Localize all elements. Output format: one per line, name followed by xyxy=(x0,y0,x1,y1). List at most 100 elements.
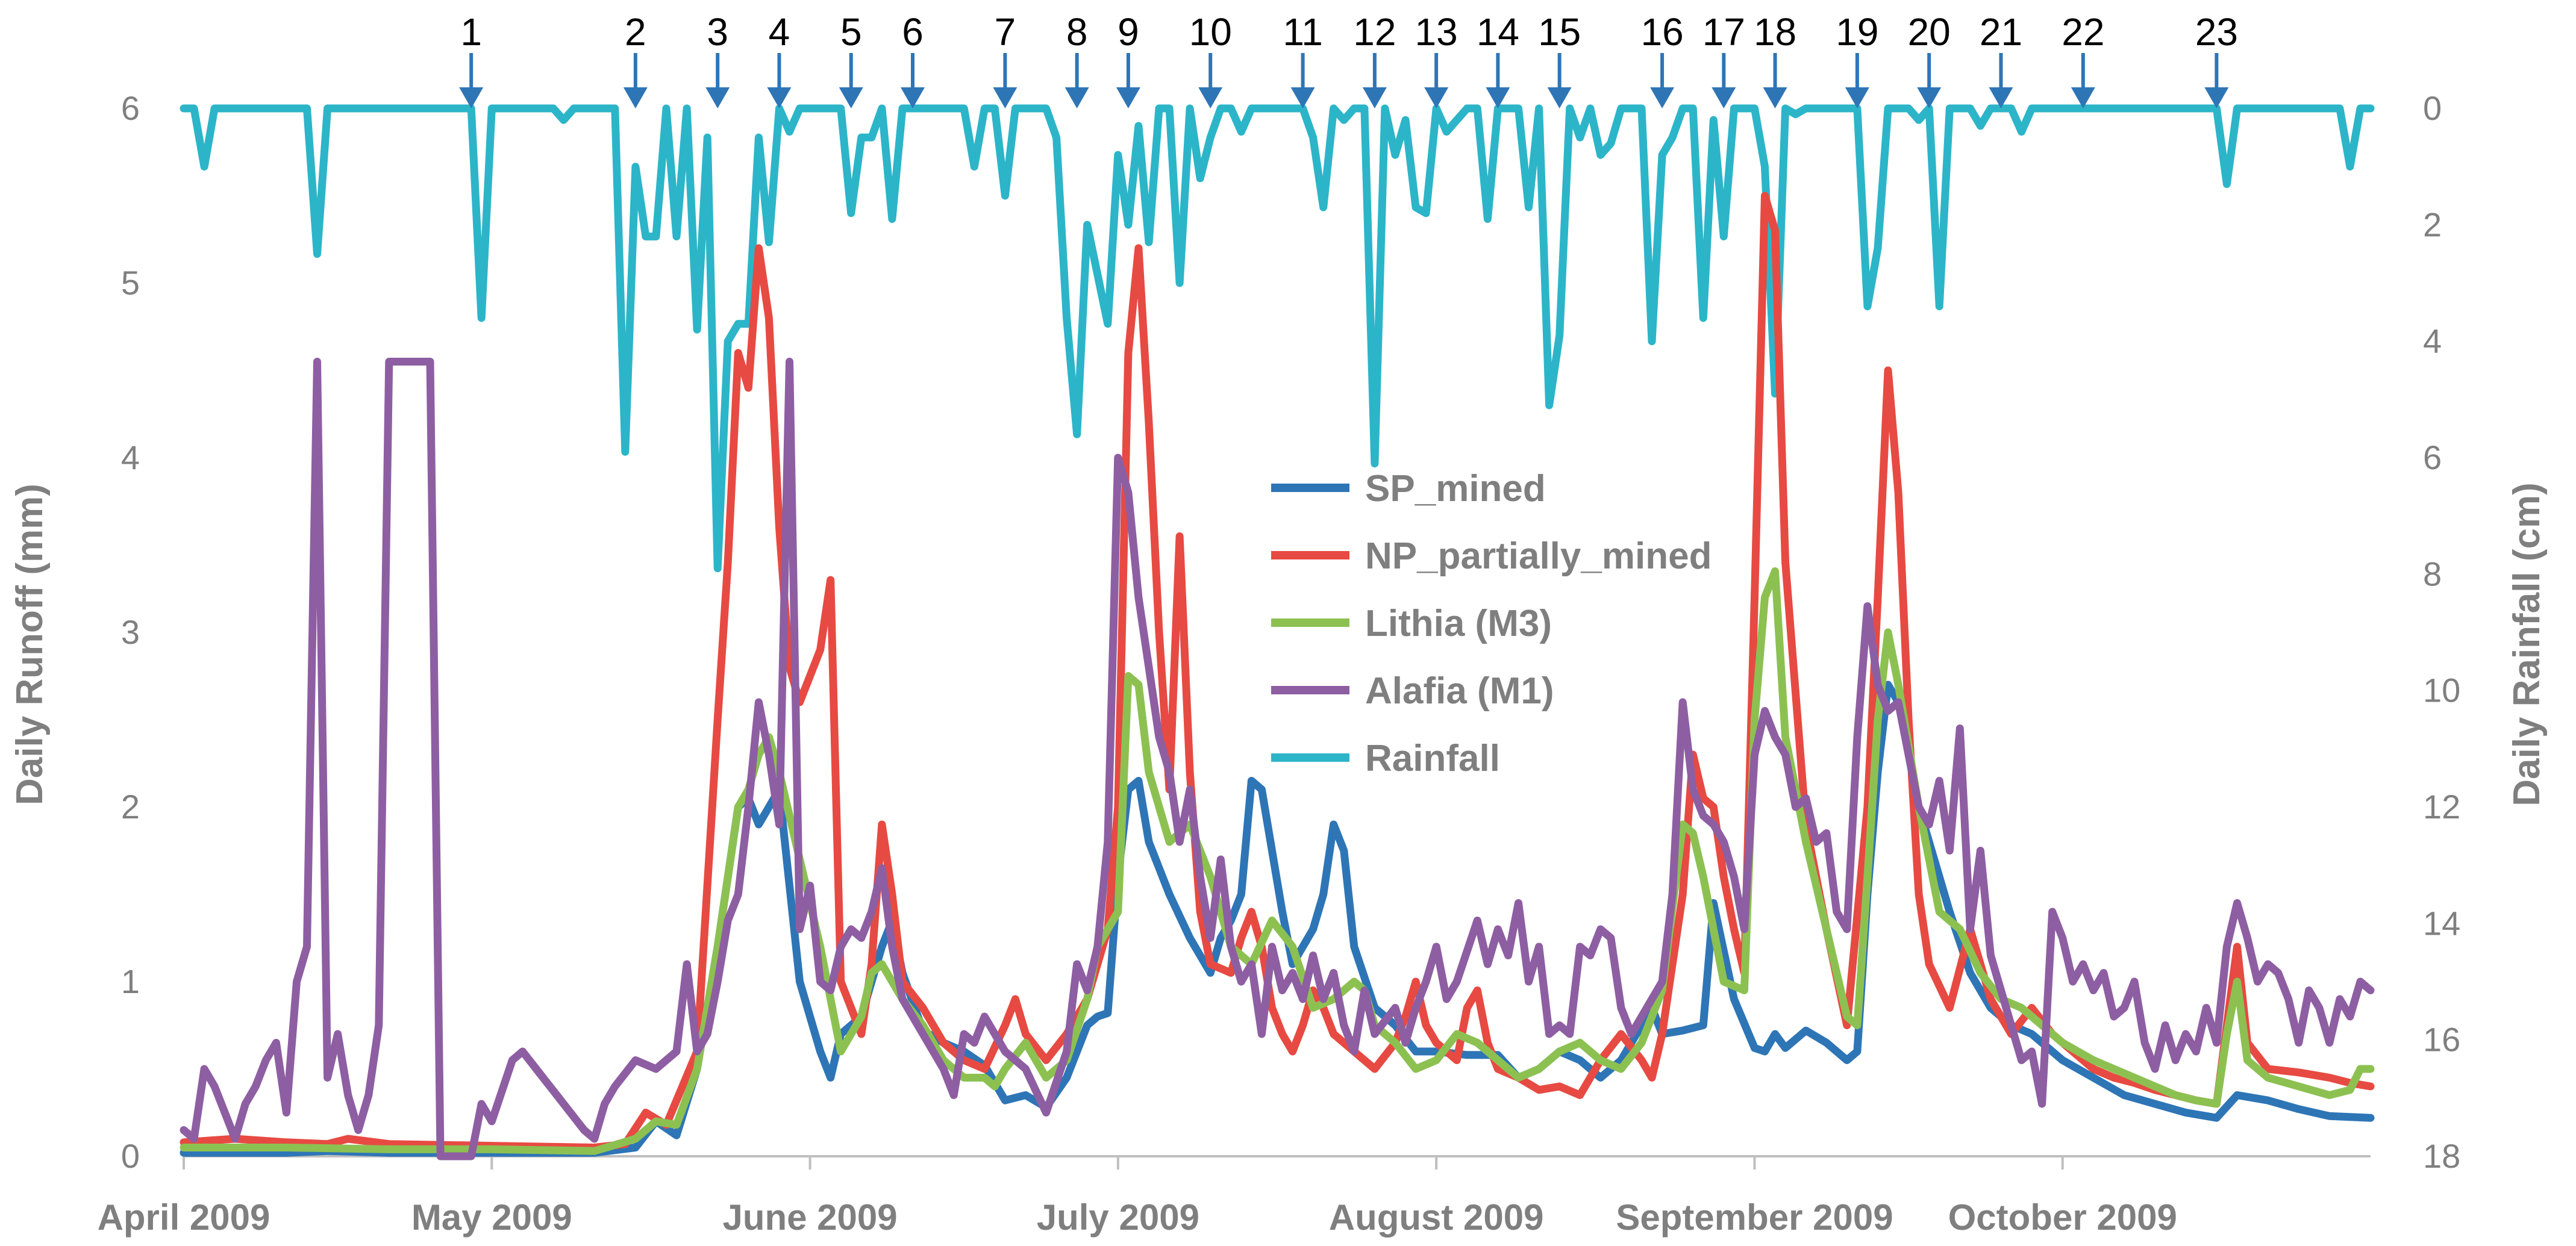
event-marker-arrowhead-17 xyxy=(1712,87,1736,108)
x-tick-label-october-2009: October 2009 xyxy=(1948,1197,2177,1238)
x-axis-ticks: April 2009 May 2009 June 2009 July 2009 Augu… xyxy=(98,1156,2177,1238)
left-axis-ticks: 0 1 2 3 4 5 6 xyxy=(121,89,140,1175)
series-line-alafia-m1 xyxy=(180,358,2375,1160)
legend-label-alafia: Alafia (M1) xyxy=(1365,670,1554,712)
series-layer xyxy=(180,104,2375,1160)
event-marker-label-18: 18 xyxy=(1754,10,1796,54)
event-marker-label-17: 17 xyxy=(1702,10,1745,54)
y-tick-left-0: 0 xyxy=(121,1137,140,1175)
event-marker-label-13: 13 xyxy=(1415,10,1458,54)
event-marker-label-14: 14 xyxy=(1477,10,1519,54)
x-tick-label-july-2009: July 2009 xyxy=(1037,1197,1199,1238)
event-marker-label-4: 4 xyxy=(769,10,790,54)
x-tick-label-september-2009: September 2009 xyxy=(1616,1197,1893,1238)
y-tick-right-18: 18 xyxy=(2423,1137,2460,1175)
event-marker-arrowhead-11 xyxy=(1290,87,1315,108)
event-marker-label-3: 3 xyxy=(707,10,728,54)
event-marker-label-16: 16 xyxy=(1640,10,1683,54)
event-marker-22: 22 xyxy=(2062,10,2104,108)
event-marker-arrowhead-2 xyxy=(623,87,648,108)
event-marker-17: 17 xyxy=(1702,10,1745,108)
event-marker-16: 16 xyxy=(1640,10,1684,108)
event-marker-20: 20 xyxy=(1908,10,1951,108)
event-marker-11: 11 xyxy=(1283,10,1323,108)
event-marker-label-11: 11 xyxy=(1283,10,1322,54)
event-marker-label-22: 22 xyxy=(2062,10,2104,54)
event-marker-9: 9 xyxy=(1116,10,1140,108)
y-tick-left-4: 4 xyxy=(121,438,140,476)
event-marker-2: 2 xyxy=(623,10,648,108)
event-markers: 1 2 3 4 5 6 7 8 9 10 11 12 13 14 15 16 17 18 19 20 21 22 23 xyxy=(459,10,2238,108)
event-marker-arrowhead-21 xyxy=(1989,87,2013,108)
event-marker-label-8: 8 xyxy=(1066,10,1088,54)
x-tick-label-august-2009: August 2009 xyxy=(1329,1197,1544,1238)
event-marker-1: 1 xyxy=(459,10,484,108)
event-marker-arrowhead-23 xyxy=(2204,87,2229,108)
event-marker-arrowhead-18 xyxy=(1763,87,1787,108)
event-marker-arrowhead-1 xyxy=(459,87,484,108)
event-marker-10: 10 xyxy=(1189,10,1232,108)
event-marker-arrowhead-22 xyxy=(2071,87,2095,108)
event-marker-arrowhead-4 xyxy=(767,87,792,108)
event-marker-label-19: 19 xyxy=(1836,10,1878,54)
legend-label-sp-mined: SP_mined xyxy=(1365,468,1546,509)
event-marker-3: 3 xyxy=(705,10,730,108)
event-marker-13: 13 xyxy=(1415,10,1458,108)
event-marker-arrowhead-20 xyxy=(1917,87,1942,108)
event-marker-label-2: 2 xyxy=(625,10,646,54)
event-marker-14: 14 xyxy=(1477,10,1519,108)
event-marker-label-6: 6 xyxy=(902,10,924,54)
event-marker-12: 12 xyxy=(1353,10,1396,108)
series-line-np-partially-mined xyxy=(180,192,2375,1151)
x-tick-label-june-2009: June 2009 xyxy=(722,1197,897,1238)
event-marker-19: 19 xyxy=(1836,10,1878,108)
event-marker-6: 6 xyxy=(901,10,925,108)
legend: SP_mined NP_partially_mined Lithia (M3) … xyxy=(1271,468,1712,779)
series-line-lithia-m3 xyxy=(180,567,2375,1155)
y-tick-right-0: 0 xyxy=(2423,89,2442,127)
y-tick-left-2: 2 xyxy=(121,788,140,826)
legend-label-lithia: Lithia (M3) xyxy=(1365,603,1552,644)
event-marker-15: 15 xyxy=(1538,10,1581,108)
event-marker-arrowhead-12 xyxy=(1362,87,1387,108)
event-marker-arrowhead-7 xyxy=(993,87,1018,108)
y-tick-right-2: 2 xyxy=(2423,205,2442,243)
y-tick-right-4: 4 xyxy=(2423,322,2442,360)
event-marker-label-21: 21 xyxy=(1980,10,2022,54)
event-marker-arrowhead-3 xyxy=(705,87,730,108)
event-marker-arrowhead-5 xyxy=(839,87,863,108)
event-marker-arrowhead-16 xyxy=(1650,87,1675,108)
event-marker-18: 18 xyxy=(1754,10,1796,108)
series-line-rainfall xyxy=(180,104,2375,573)
event-marker-21: 21 xyxy=(1980,10,2022,108)
event-marker-7: 7 xyxy=(993,10,1018,108)
event-marker-arrowhead-14 xyxy=(1486,87,1510,108)
y-tick-right-16: 16 xyxy=(2423,1021,2460,1059)
event-marker-label-1: 1 xyxy=(460,10,482,54)
y-tick-right-14: 14 xyxy=(2423,904,2460,942)
event-marker-8: 8 xyxy=(1064,10,1089,108)
x-tick-label-april-2009: April 2009 xyxy=(98,1197,270,1238)
event-marker-4: 4 xyxy=(767,10,792,108)
y-axis-right-label: Daily Rainfall (cm) xyxy=(2506,482,2548,806)
event-marker-arrowhead-15 xyxy=(1547,87,1572,108)
event-marker-label-15: 15 xyxy=(1538,10,1581,54)
y-tick-left-1: 1 xyxy=(121,962,140,1000)
right-axis-ticks: 0 2 4 6 8 10 12 14 16 18 xyxy=(2423,89,2460,1175)
event-marker-arrowhead-9 xyxy=(1116,87,1140,108)
event-marker-arrowhead-6 xyxy=(901,87,925,108)
y-tick-right-8: 8 xyxy=(2423,555,2442,593)
y-tick-left-3: 3 xyxy=(121,613,140,651)
event-marker-label-7: 7 xyxy=(995,10,1016,54)
event-marker-label-10: 10 xyxy=(1189,10,1232,54)
event-marker-label-23: 23 xyxy=(2195,10,2238,54)
event-marker-arrowhead-10 xyxy=(1198,87,1223,108)
event-marker-23: 23 xyxy=(2195,10,2238,108)
event-marker-arrowhead-19 xyxy=(1845,87,1869,108)
event-marker-arrowhead-13 xyxy=(1424,87,1449,108)
y-tick-left-6: 6 xyxy=(121,89,140,127)
event-marker-label-12: 12 xyxy=(1353,10,1396,54)
y-tick-right-12: 12 xyxy=(2423,788,2460,826)
y-tick-left-5: 5 xyxy=(121,264,140,302)
